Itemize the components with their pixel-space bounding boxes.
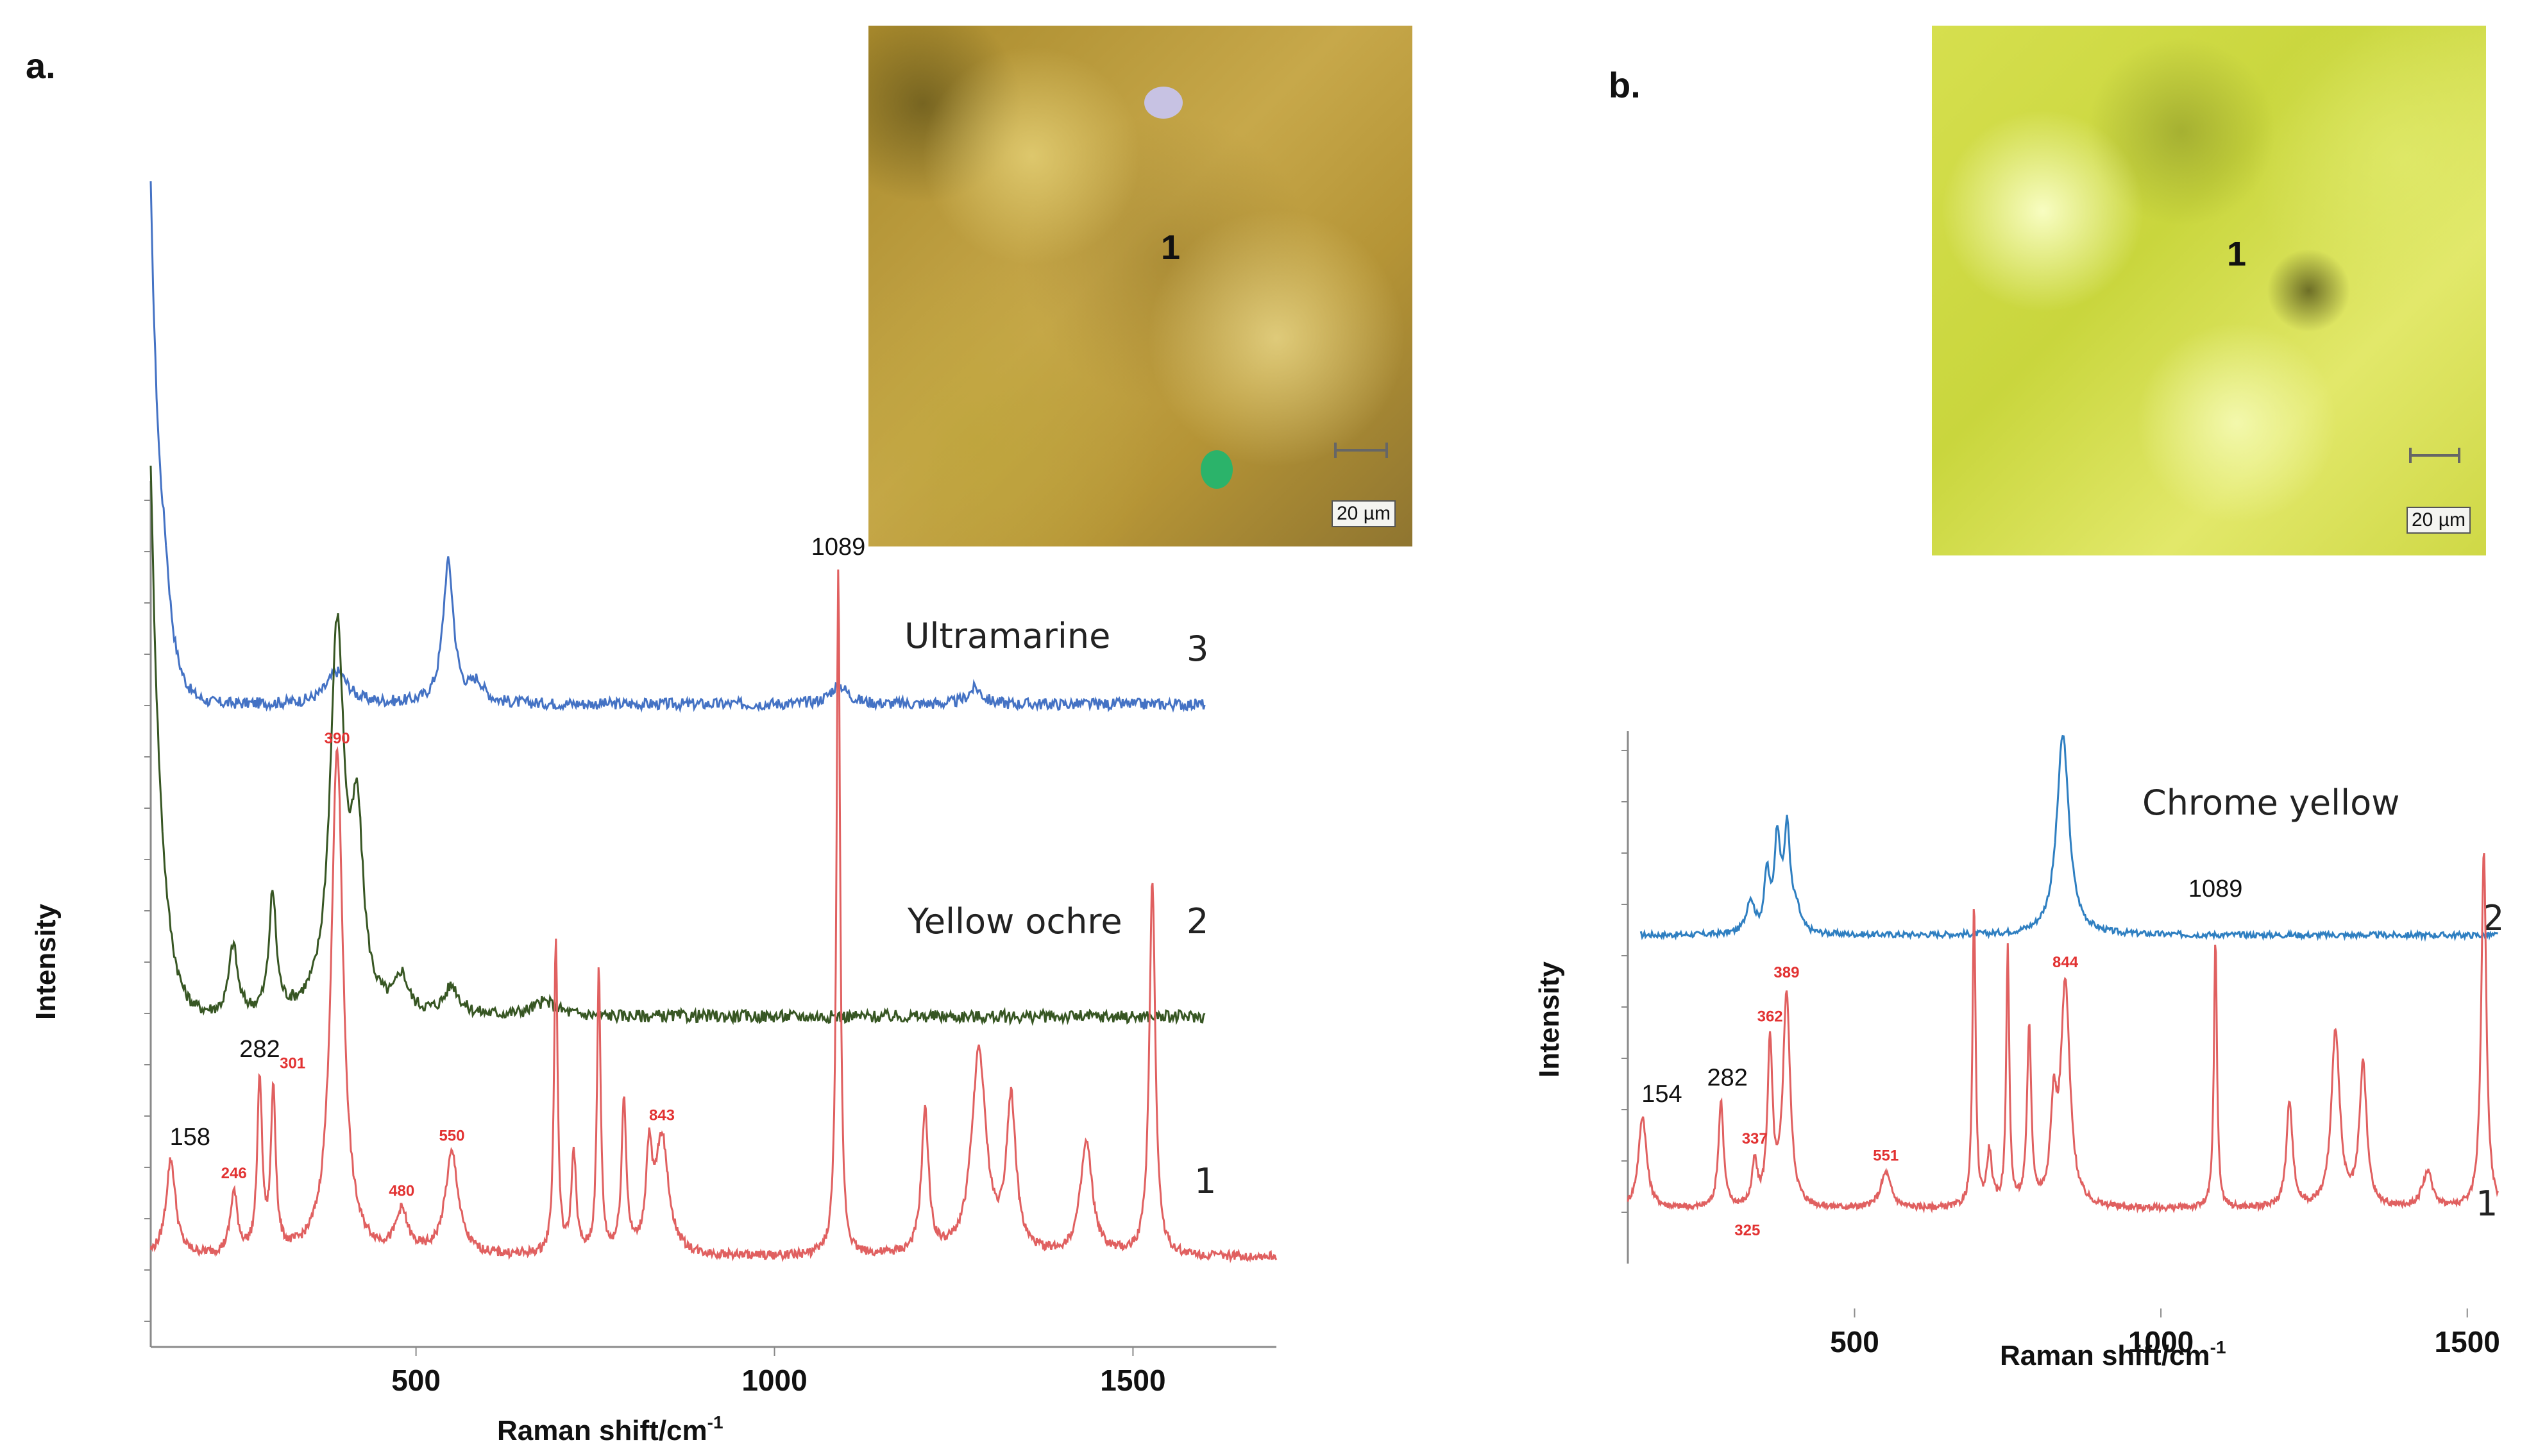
a-peak-label-red-843: 843 [649,1107,675,1124]
chart-a-series: Ultramarine 3 Yellow ochre 2 1 [149,181,1278,1264]
a-series-3-name: Ultramarine [904,616,1110,656]
chart-b-x-label-main: Raman shift/cm [2000,1340,2210,1371]
a-peak-label-red-246: 246 [221,1165,247,1182]
b-series-1-number: 1 [2476,1183,2498,1224]
a-series-3-line [149,181,1206,713]
micrograph-a: 1 20 µm [868,26,1412,546]
chart-a-x-label-main: Raman shift/cm [497,1415,707,1446]
a-series-1-line [149,569,1278,1264]
a-peak-label-red-301: 301 [280,1055,305,1072]
a-peak-label-red-390: 390 [325,730,350,747]
b-series-2-line [1639,734,2499,942]
a-series-2-name: Yellow ochre [907,901,1122,942]
b-x-tick-label: 1000 [2128,1325,2194,1359]
a-series-2-number: 2 [1187,901,1208,942]
chart-a-y-label: Intensity [30,904,62,1020]
panel-a-label: a. [26,46,56,86]
b-peak-label-154: 154 [1641,1081,1682,1108]
b-x-tick-label: 500 [1830,1325,1879,1359]
a-peak-label-158: 158 [170,1124,210,1151]
chart-a-y-ticks [144,500,151,1322]
a-peak-label-red-550: 550 [439,1127,464,1144]
a-x-tick-label: 1500 [1100,1364,1165,1397]
b-series-2-name: Chrome yellow [2142,783,2399,823]
micrograph-a-scale-label: 20 µm [1332,500,1396,527]
chart-b-y-ticks [1621,750,1628,1213]
micrograph-b-scalebar [2409,448,2460,463]
chart-a-annotations: 1089 282 158 390 301 246 550 480 843 [170,534,866,1199]
a-series-2-line [149,465,1206,1026]
b-series-1-line [1627,852,2499,1214]
chart-a: 500 1000 1500 Ultramarine 3 Yellow ochre 2 1 1… [30,181,1278,1446]
chart-b-y-label: Intensity [1534,961,1565,1078]
b-x-tick-label: 1500 [2435,1325,2500,1359]
b-peak-label-282: 282 [1707,1065,1747,1092]
b-peak-label-red-844: 844 [2052,954,2079,971]
a-series-1-number: 1 [1194,1161,1216,1201]
b-peak-label-1089: 1089 [2188,876,2243,902]
b-peak-label-red-337: 337 [1742,1130,1768,1147]
a-x-tick-label: 1000 [741,1364,807,1397]
b-peak-label-red-551: 551 [1873,1147,1899,1165]
micrograph-a-blue-spot [1144,87,1183,119]
chart-a-x-label-sup: -1 [707,1412,723,1432]
micrograph-a-green-spot [1201,450,1233,489]
a-peak-label-282: 282 [239,1036,280,1063]
micrograph-a-marker: 1 [1161,228,1181,267]
micrograph-b-scale-label: 20 µm [2407,507,2471,534]
micrograph-a-scalebar [1334,443,1388,458]
b-peak-label-red-389: 389 [1773,964,1799,981]
a-series-3-number: 3 [1187,629,1208,669]
chart-a-x-ticks: 500 1000 1500 [391,1347,1166,1397]
panel-b-label: b. [1609,65,1641,105]
b-peak-label-red-362: 362 [1757,1008,1783,1025]
a-x-tick-label: 500 [391,1364,441,1397]
chart-b-x-label-sup: -1 [2210,1337,2226,1357]
chart-b-x-ticks: 500 1000 1500 [1830,1308,2500,1359]
micrograph-b: 1 20 µm [1932,26,2486,555]
a-peak-label-red-480: 480 [389,1182,414,1199]
chart-a-x-label: Raman shift/cm-1 [497,1412,723,1446]
b-peak-label-red-325: 325 [1734,1222,1760,1239]
chart-b-annotations: 1089 282 154 389 362 337 325 551 844 [1641,876,2242,1239]
a-peak-label-1089: 1089 [811,534,866,561]
chart-b-x-label: Raman shift/cm-1 [2000,1337,2226,1371]
micrograph-b-marker: 1 [2227,235,2247,273]
